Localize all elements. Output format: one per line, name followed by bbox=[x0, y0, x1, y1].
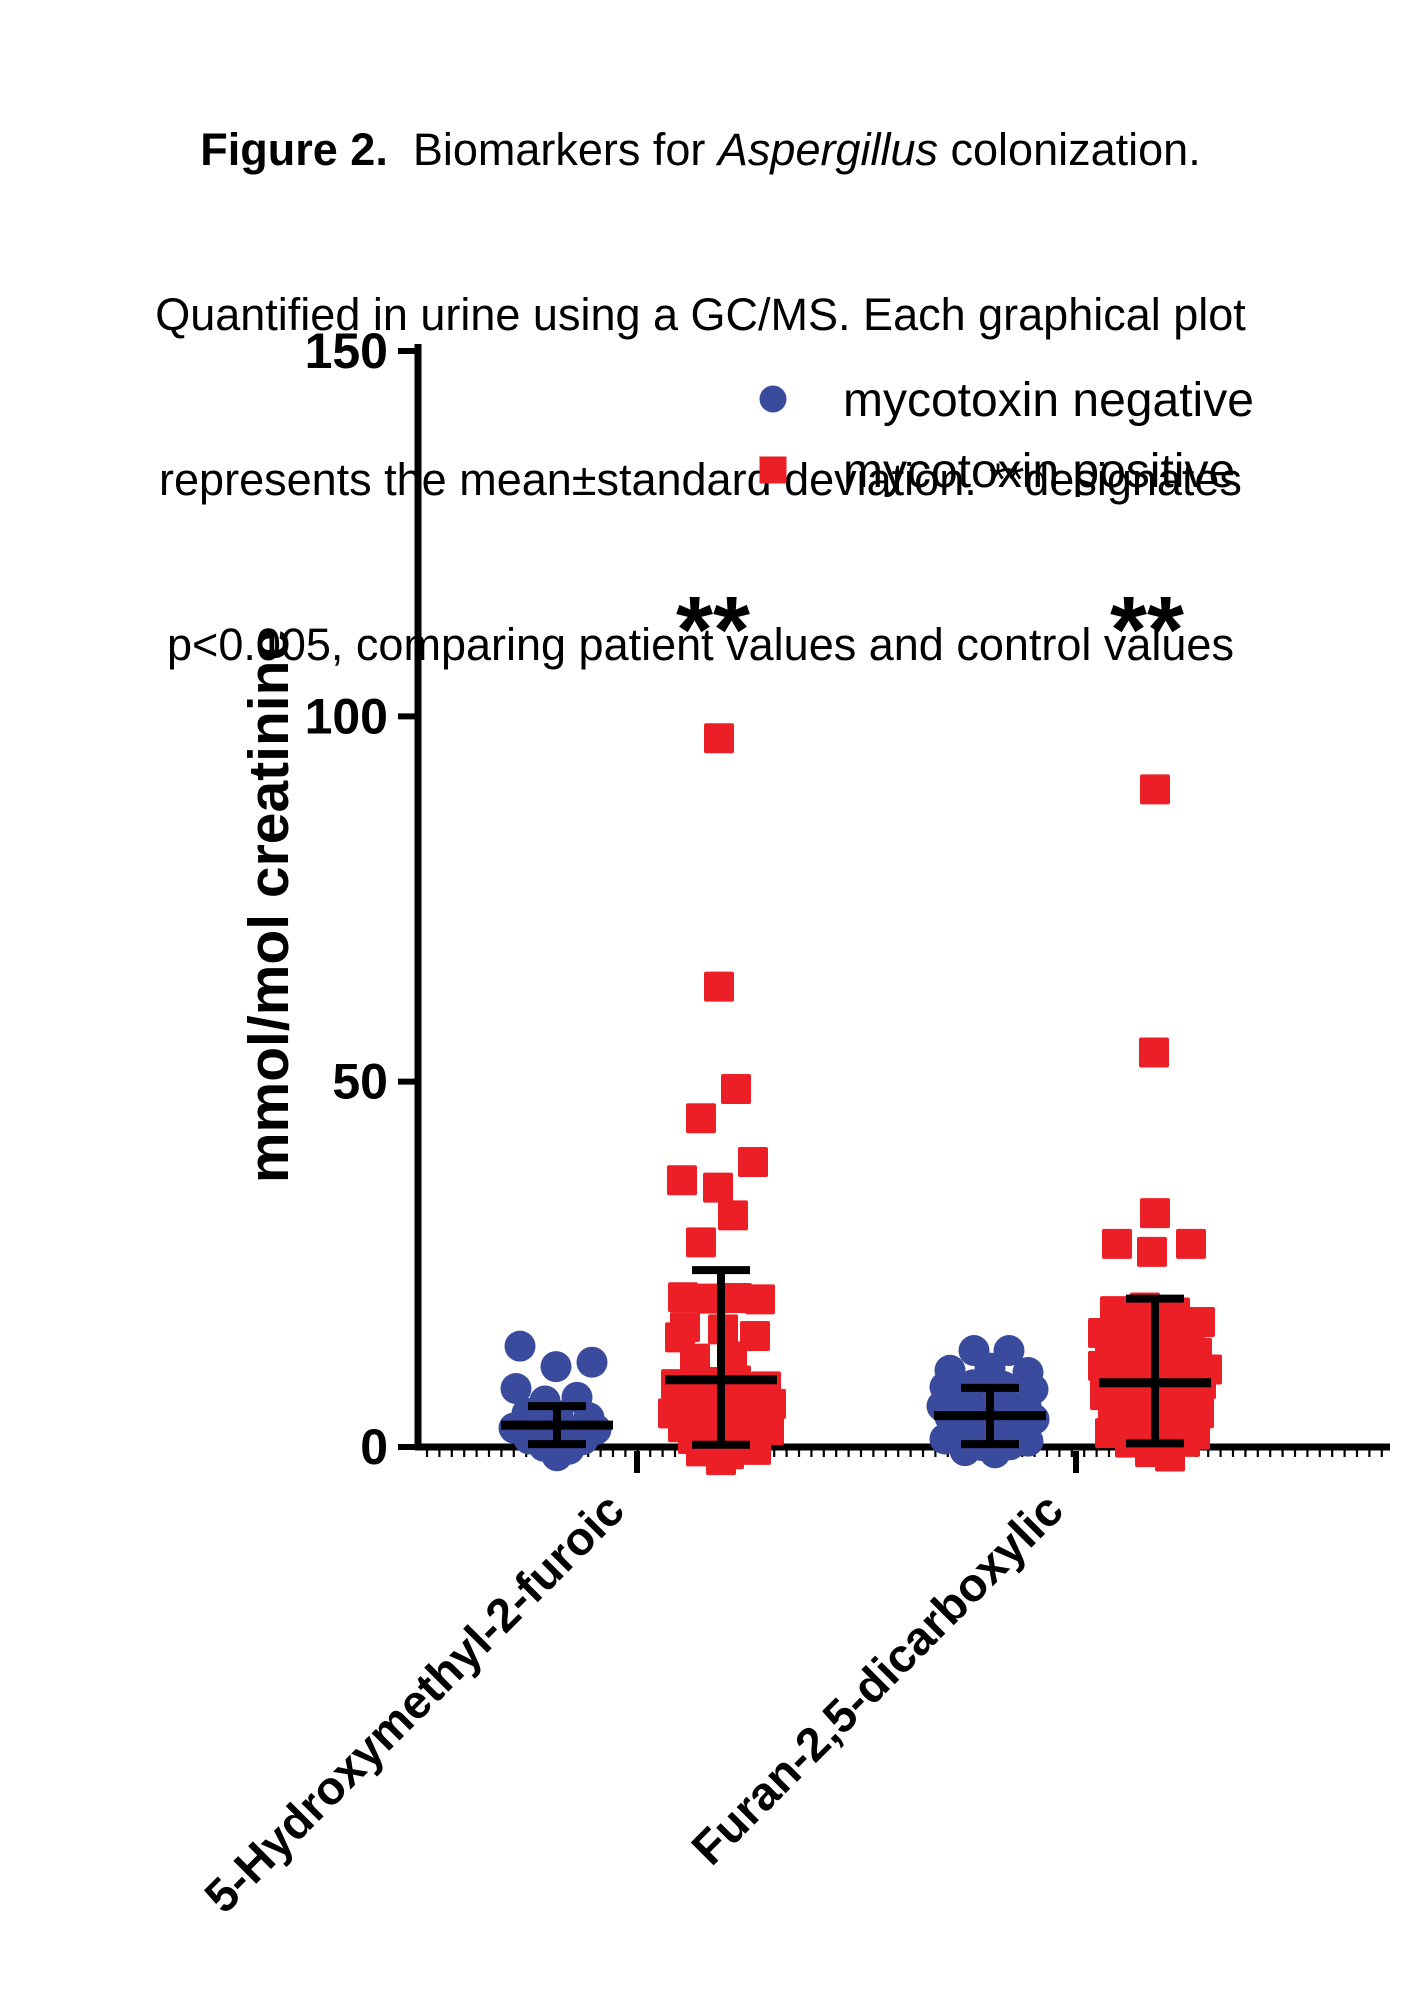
data-point-negative bbox=[540, 1351, 572, 1383]
data-point-positive bbox=[668, 1282, 698, 1313]
data-point-positive bbox=[741, 1434, 771, 1465]
data-point-positive bbox=[686, 1103, 716, 1134]
legend-label: mycotoxin negative bbox=[843, 374, 1254, 427]
data-point-positive bbox=[721, 1073, 751, 1104]
data-point-positive bbox=[680, 1343, 710, 1374]
data-point-negative bbox=[576, 1346, 608, 1378]
data-point-positive bbox=[1140, 774, 1170, 805]
data-point-positive bbox=[706, 1445, 736, 1476]
caption-line-2: Quantified in urine using a GC/MS. Each … bbox=[155, 289, 1246, 340]
caption-line-4: p<0.005, comparing patient values and co… bbox=[167, 619, 1234, 670]
caption-segment: Biomarkers for bbox=[387, 124, 718, 175]
legend-marker-negative-icon bbox=[759, 385, 787, 413]
y-axis-title: mmol/mol creatinine bbox=[237, 629, 301, 1183]
data-point-positive bbox=[703, 1172, 733, 1203]
caption-segment: colonization. bbox=[938, 124, 1201, 175]
data-point-positive bbox=[686, 1227, 716, 1258]
data-point-positive bbox=[1139, 1037, 1169, 1068]
data-point-positive bbox=[718, 1200, 748, 1231]
data-point-negative bbox=[500, 1373, 532, 1405]
caption-line-3: represents the mean±standard deviation. … bbox=[159, 454, 1242, 505]
data-point-positive bbox=[1140, 1198, 1170, 1229]
data-point-positive bbox=[1155, 1441, 1185, 1472]
x-category-label: Furan-2,5-dicarboxylic bbox=[681, 1483, 1073, 1875]
legend-marker-positive-icon bbox=[759, 456, 787, 484]
data-point-positive bbox=[745, 1284, 775, 1315]
caption-line-1: Figure 2. Biomarkers for Aspergillus col… bbox=[0, 122, 1401, 177]
y-tick-label: 100 bbox=[305, 688, 388, 744]
y-tick-label: 0 bbox=[360, 1419, 388, 1475]
significance-annotation: ** bbox=[676, 577, 750, 683]
caption-segment: Figure 2. bbox=[200, 124, 388, 175]
data-point-positive bbox=[704, 971, 734, 1002]
data-point-positive bbox=[740, 1320, 770, 1351]
y-tick-label: 50 bbox=[332, 1054, 388, 1110]
legend-label: mycotoxin positive bbox=[843, 445, 1235, 498]
data-point-positive bbox=[1137, 1236, 1167, 1267]
x-category-label: 5-Hydroxymethyl-2-furoic bbox=[194, 1483, 634, 1923]
caption-segment: Aspergillus bbox=[717, 124, 939, 175]
figure-caption: Figure 2. Biomarkers for Aspergillus col… bbox=[0, 12, 1401, 782]
data-point-positive bbox=[667, 1165, 697, 1196]
significance-annotation: ** bbox=[1110, 577, 1184, 683]
data-point-positive bbox=[738, 1147, 768, 1178]
data-point-positive bbox=[704, 723, 734, 754]
data-point-negative bbox=[504, 1330, 536, 1362]
data-point-positive bbox=[1176, 1228, 1206, 1259]
data-point-positive bbox=[1102, 1228, 1132, 1259]
data-point-negative bbox=[949, 1435, 981, 1467]
y-tick-label: 150 bbox=[305, 323, 388, 379]
data-point-positive bbox=[722, 1282, 752, 1313]
